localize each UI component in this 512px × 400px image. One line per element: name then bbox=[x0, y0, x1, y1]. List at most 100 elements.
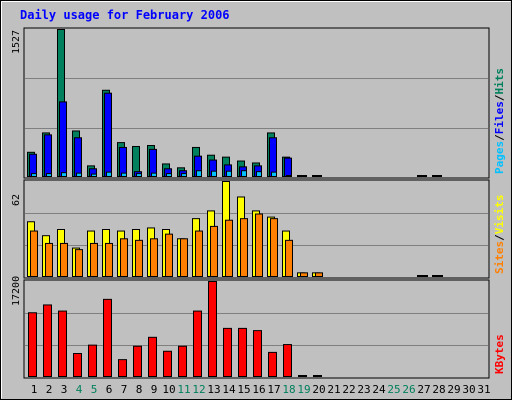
x-tick-label-13: 13 bbox=[207, 383, 220, 396]
bar-sites-day-10 bbox=[165, 233, 173, 277]
bar-pages-day-13 bbox=[211, 170, 217, 177]
x-tick-label-10: 10 bbox=[162, 383, 175, 396]
bar-sites-day-5 bbox=[90, 242, 98, 278]
bar-pages-day-18 bbox=[286, 175, 292, 177]
bar-pages-day-12 bbox=[196, 170, 202, 177]
bar-sites-day-13 bbox=[210, 225, 218, 278]
legend-entry: / bbox=[493, 134, 506, 141]
chart-title: Daily usage for February 2006 bbox=[20, 8, 230, 22]
bar-files-day-17 bbox=[269, 137, 277, 177]
x-tick-label-9: 9 bbox=[151, 383, 158, 396]
legend-entry: KBytes bbox=[493, 334, 506, 374]
legend-entry: / bbox=[493, 234, 506, 241]
bar-kbytes-day-3 bbox=[58, 310, 67, 377]
x-tick-label-20: 20 bbox=[312, 383, 325, 396]
bar-kbytes-day-7 bbox=[118, 359, 127, 377]
x-tick-label-8: 8 bbox=[136, 383, 143, 396]
x-tick-label-19: 19 bbox=[297, 383, 310, 396]
x-tick-label-1: 1 bbox=[31, 383, 38, 396]
bar-kbytes-day-15 bbox=[238, 327, 247, 378]
legend-entry: Files bbox=[493, 101, 506, 134]
bar-pages-day-9 bbox=[151, 172, 157, 177]
y-max-label: 1527 bbox=[11, 30, 22, 54]
bar-kbytes-day-14 bbox=[223, 327, 232, 378]
bar-files-day-6 bbox=[104, 92, 112, 177]
bar-files-day-4 bbox=[74, 137, 82, 177]
bar-sites-day-20 bbox=[315, 272, 323, 277]
bar-pages-day-27 bbox=[421, 175, 427, 177]
bar-pages-day-3 bbox=[61, 172, 67, 178]
bar-pages-day-10 bbox=[166, 173, 172, 178]
x-tick-label-17: 17 bbox=[267, 383, 280, 396]
bar-kbytes-day-16 bbox=[253, 330, 262, 377]
bar-files-day-3 bbox=[59, 101, 67, 177]
bar-files-day-18 bbox=[284, 157, 292, 177]
bar-pages-day-4 bbox=[76, 172, 82, 177]
bar-pages-day-11 bbox=[181, 173, 187, 178]
x-tick-label-15: 15 bbox=[237, 383, 250, 396]
bar-kbytes-day-20 bbox=[313, 375, 322, 377]
panel-kbytes: 17200 KBytes bbox=[11, 276, 506, 379]
bar-kbytes-day-6 bbox=[103, 298, 112, 378]
bar-sites-day-19 bbox=[300, 272, 308, 277]
chart-panels: 1527Pages/Files/Hits62Sites/Visits17200K… bbox=[11, 27, 506, 379]
x-tick-label-4: 4 bbox=[76, 383, 83, 396]
bar-kbytes-day-1 bbox=[28, 312, 37, 378]
bar-pages-day-1 bbox=[31, 173, 37, 178]
bar-sites-day-14 bbox=[225, 219, 233, 277]
x-tick-label-24: 24 bbox=[372, 383, 386, 396]
x-tick-label-25: 25 bbox=[387, 383, 400, 396]
x-axis-labels: 1 2 3 4 5 6 7 8 9 10 11 12 13 14 15 16 17 18 19 20 21 22 23 24 2… bbox=[31, 383, 491, 396]
bar-sites-day-18 bbox=[285, 239, 293, 278]
x-tick-label-11: 11 bbox=[177, 383, 190, 396]
x-tick-label-22: 22 bbox=[342, 383, 355, 396]
legend-entry: / bbox=[493, 94, 506, 101]
bar-kbytes-day-10 bbox=[163, 350, 172, 378]
x-tick-label-29: 29 bbox=[447, 383, 460, 396]
bar-kbytes-day-11 bbox=[178, 345, 187, 377]
bar-files-day-9 bbox=[149, 148, 157, 177]
bar-kbytes-day-8 bbox=[133, 345, 142, 377]
bar-files-day-7 bbox=[119, 146, 127, 178]
bar-sites-day-2 bbox=[45, 242, 53, 278]
legend-entry: Visits bbox=[493, 195, 506, 235]
bar-pages-day-5 bbox=[91, 173, 97, 177]
x-tick-label-16: 16 bbox=[252, 383, 265, 396]
bar-pages-day-20 bbox=[316, 175, 322, 177]
bar-kbytes-day-4 bbox=[73, 353, 82, 377]
x-tick-label-6: 6 bbox=[106, 383, 113, 396]
y-max-label: 62 bbox=[11, 194, 22, 206]
x-tick-label-14: 14 bbox=[222, 383, 236, 396]
bar-sites-day-11 bbox=[180, 238, 188, 278]
bars bbox=[28, 281, 322, 378]
x-tick-label-28: 28 bbox=[432, 383, 445, 396]
bar-sites-day-4 bbox=[75, 249, 83, 277]
bar-kbytes-day-12 bbox=[193, 310, 202, 377]
bar-kbytes-day-5 bbox=[88, 344, 97, 377]
x-tick-label-7: 7 bbox=[121, 383, 128, 396]
bar-sites-day-16 bbox=[255, 213, 263, 277]
bar-pages-day-17 bbox=[271, 171, 277, 177]
bar-files-day-2 bbox=[44, 134, 52, 178]
bar-pages-day-8 bbox=[136, 173, 142, 178]
bar-sites-day-9 bbox=[150, 238, 158, 278]
bars bbox=[27, 181, 443, 278]
bar-pages-day-16 bbox=[256, 171, 262, 178]
x-tick-label-30: 30 bbox=[462, 383, 475, 396]
legend-entry: Hits bbox=[493, 68, 506, 95]
legend-entry: Sites bbox=[493, 241, 506, 274]
bar-kbytes-day-19 bbox=[298, 375, 307, 377]
bar-pages-day-28 bbox=[436, 175, 442, 177]
bar-sites-day-17 bbox=[270, 218, 278, 277]
bar-pages-day-19 bbox=[301, 175, 307, 177]
legend: KBytes bbox=[493, 334, 506, 374]
bar-kbytes-day-2 bbox=[43, 304, 52, 377]
bar-pages-day-6 bbox=[106, 171, 112, 177]
bar-pages-day-15 bbox=[241, 170, 247, 177]
bar-sites-day-27 bbox=[420, 275, 428, 277]
x-tick-label-26: 26 bbox=[402, 383, 415, 396]
bar-sites-day-1 bbox=[30, 230, 38, 277]
x-tick-label-23: 23 bbox=[357, 383, 370, 396]
bar-sites-day-28 bbox=[435, 275, 443, 277]
